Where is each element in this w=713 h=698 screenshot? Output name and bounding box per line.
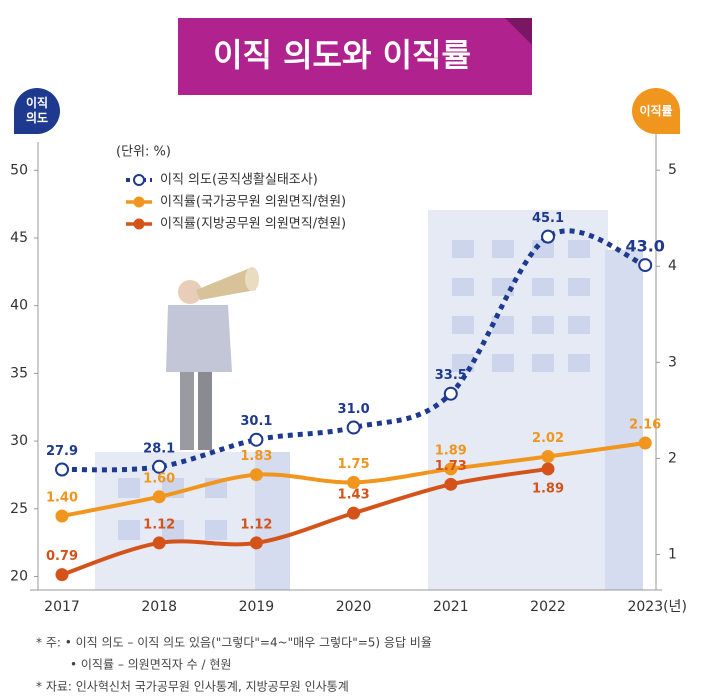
- data-label: 1.75: [338, 457, 370, 472]
- y2-tick-label: 5: [668, 162, 677, 178]
- y2-tick-label: 4: [668, 258, 677, 274]
- y-tick-label: 40: [10, 298, 28, 314]
- y-tick-label: 50: [10, 162, 28, 178]
- y-tick-label: 35: [10, 365, 28, 381]
- x-tick-label: 2023(년): [627, 599, 686, 615]
- x-tick-label: 2020: [336, 599, 372, 615]
- y-tick-label: 30: [10, 433, 28, 449]
- unit-label: (단위: %): [116, 145, 171, 160]
- x-tick-label: 2021: [433, 599, 469, 615]
- y-tick-label: 25: [10, 501, 28, 517]
- data-label: 1.83: [240, 449, 272, 464]
- y2-tick-label: 2: [668, 450, 677, 466]
- y-axis-label: 이직 의도: [25, 96, 49, 125]
- footnote: • 이직률 – 의원면직자 수 / 현원: [70, 658, 231, 672]
- data-label: 31.0: [338, 402, 370, 417]
- footnote: * 주: • 이직 의도 – 이직 의도 있음("그렇다"=4~"매우 그렇다"…: [36, 635, 432, 650]
- data-label: 0.79: [46, 549, 78, 564]
- legend-marker: [133, 218, 145, 230]
- data-point: [638, 258, 653, 273]
- legend-label: 이직 의도(공직생활실태조사): [160, 173, 318, 188]
- data-label: 1.89: [532, 481, 564, 496]
- legend-label: 이직률(국가공무원 의원면직/현원): [160, 195, 346, 210]
- y2-axis-badge: 이직률: [632, 88, 680, 134]
- data-point: [541, 229, 555, 244]
- data-point: [55, 568, 69, 582]
- data-label: 28.1: [143, 441, 175, 456]
- data-label: 1.40: [46, 491, 78, 506]
- data-label: 1.12: [143, 517, 175, 532]
- data-label: 1.43: [338, 488, 370, 503]
- data-point: [249, 536, 263, 550]
- data-point: [444, 477, 458, 491]
- y2-tick-label: 1: [668, 546, 677, 562]
- legend-marker: [133, 196, 145, 208]
- data-point: [152, 536, 166, 550]
- y2-tick-label: 3: [668, 354, 677, 370]
- data-label: 1.73: [435, 459, 467, 474]
- legend-marker: [133, 174, 145, 186]
- footnote: * 자료: 인사혁신처 국가공무원 인사통계, 지방공무원 인사통계: [36, 680, 349, 694]
- data-label: 33.5: [435, 368, 467, 383]
- data-point: [346, 420, 361, 435]
- data-point: [443, 386, 458, 401]
- data-point: [347, 475, 361, 489]
- data-label: 1.60: [143, 471, 175, 486]
- building-windows: [118, 240, 590, 540]
- x-tick-label: 2022: [530, 599, 566, 615]
- data-point: [347, 506, 361, 520]
- y2-axis-label: 이직률: [639, 103, 673, 118]
- data-label: 27.9: [46, 444, 78, 459]
- data-label: 2.02: [532, 431, 564, 446]
- data-point: [152, 490, 166, 504]
- data-point: [638, 436, 652, 450]
- data-point: [55, 509, 69, 523]
- data-label: 43.0: [625, 237, 664, 256]
- x-tick-label: 2018: [141, 599, 177, 615]
- data-label: 1.89: [435, 443, 467, 458]
- data-point: [541, 449, 555, 463]
- data-point: [541, 462, 555, 476]
- y-tick-label: 20: [10, 568, 28, 584]
- person-illustration: [166, 267, 259, 450]
- data-point: [249, 468, 263, 482]
- title-banner: [178, 18, 532, 95]
- data-point: [444, 462, 458, 476]
- chart-title: 이직 의도와 이직률: [213, 36, 471, 74]
- x-tick-label: 2019: [239, 599, 275, 615]
- y-tick-label: 45: [10, 230, 28, 246]
- data-label: 30.1: [240, 414, 272, 429]
- title-banner-fold: [505, 18, 532, 45]
- data-point: [55, 462, 69, 477]
- legend-label: 이직률(지방공무원 의원면직/현원): [160, 217, 346, 232]
- data-label: 2.16: [629, 418, 661, 433]
- data-point: [152, 459, 167, 474]
- x-tick-label: 2017: [44, 599, 80, 615]
- data-label: 45.1: [532, 211, 564, 226]
- y-axis-badge: 이직 의도: [14, 88, 60, 134]
- data-point: [249, 432, 264, 447]
- data-label: 1.12: [240, 517, 272, 532]
